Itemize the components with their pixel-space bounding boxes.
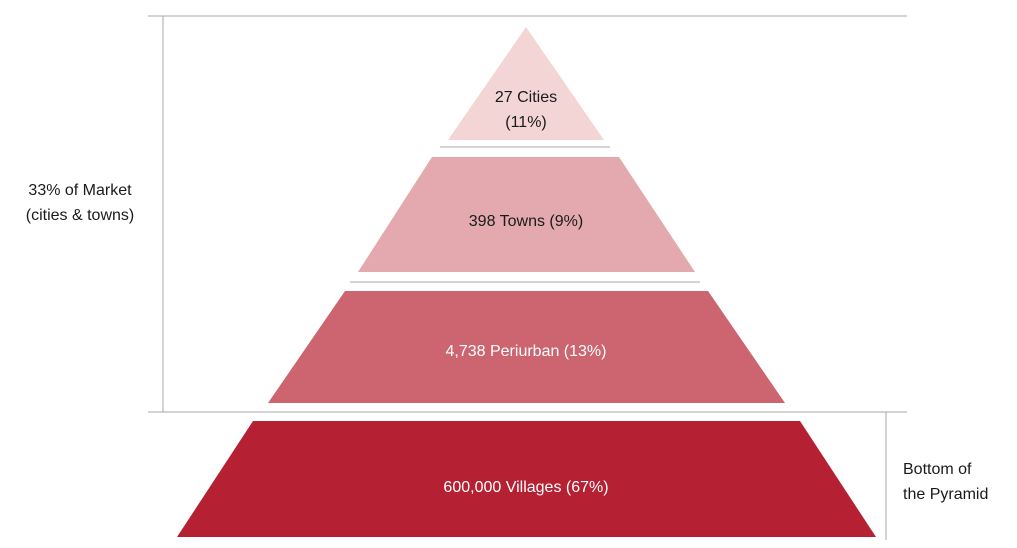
level-label: (11%) — [505, 114, 547, 131]
pyramid-level — [177, 421, 876, 537]
level-label: 27 Cities — [495, 89, 557, 106]
annotation: 33% of Market — [28, 182, 132, 199]
pyramid-level — [448, 27, 604, 140]
annotation: the Pyramid — [903, 486, 988, 503]
level-label: 398 Towns (9%) — [469, 213, 583, 230]
level-label: 4,738 Periurban (13%) — [446, 343, 607, 360]
pyramid-level — [268, 291, 785, 403]
annotation: (cities & towns) — [26, 207, 134, 224]
level-label: 600,000 Villages (67%) — [443, 479, 608, 496]
annotation: Bottom of — [903, 461, 972, 478]
pyramid-level — [358, 157, 695, 272]
